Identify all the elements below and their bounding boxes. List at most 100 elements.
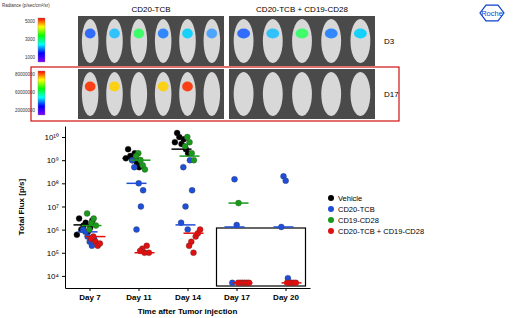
mouse bbox=[179, 19, 196, 63]
tick: 10⁹ bbox=[47, 156, 65, 165]
point bbox=[189, 150, 195, 156]
axis-line bbox=[65, 127, 66, 289]
mouse bbox=[179, 72, 196, 116]
median-line bbox=[176, 224, 196, 226]
mouse bbox=[263, 19, 283, 63]
mouse bbox=[155, 72, 172, 116]
legend-marker bbox=[328, 228, 334, 234]
tick-label: 10⁶ bbox=[47, 226, 59, 235]
tick: 10⁶ bbox=[47, 226, 65, 235]
point bbox=[84, 210, 90, 216]
tick-label: 10¹⁰ bbox=[44, 133, 59, 142]
tick-mark bbox=[62, 160, 65, 161]
legend-item: CD19-CD28 bbox=[328, 216, 379, 225]
legend-label: CD20-TCB + CD19-CD28 bbox=[338, 227, 424, 236]
signal bbox=[182, 29, 193, 39]
median-line bbox=[135, 252, 155, 254]
point bbox=[76, 216, 82, 222]
mouse bbox=[131, 72, 148, 116]
median-line bbox=[172, 148, 192, 150]
median-line bbox=[82, 225, 102, 227]
tick: Day 20 bbox=[273, 288, 299, 302]
mouse bbox=[204, 72, 221, 116]
median-line bbox=[229, 202, 249, 204]
point bbox=[142, 166, 148, 172]
tick: Day 14 bbox=[175, 288, 201, 302]
group-title: CD20-TCB + CD19-CD28 bbox=[256, 5, 348, 14]
median-line bbox=[274, 226, 294, 228]
tick-label: Day 17 bbox=[224, 293, 250, 302]
signal bbox=[296, 29, 309, 39]
x-axis-title: Time after Tumor injection bbox=[138, 307, 238, 316]
photo-background bbox=[229, 16, 375, 66]
point bbox=[189, 187, 195, 193]
mouse bbox=[234, 72, 254, 116]
tick-mark bbox=[62, 276, 65, 277]
point bbox=[133, 153, 139, 159]
legend-marker bbox=[328, 195, 334, 201]
mouse bbox=[106, 72, 123, 116]
point bbox=[91, 216, 97, 222]
median-line bbox=[127, 183, 147, 185]
tick-mark bbox=[62, 206, 65, 207]
logo-text: Roche bbox=[481, 9, 503, 18]
legend-label: CD19-CD28 bbox=[338, 216, 379, 225]
tick: 10⁷ bbox=[47, 203, 65, 212]
tick-mark bbox=[188, 288, 189, 291]
legend-label: Vehicle bbox=[338, 194, 362, 203]
signal bbox=[85, 82, 96, 92]
tick-mark bbox=[62, 230, 65, 231]
point bbox=[183, 203, 189, 209]
tick: 10⁴ bbox=[47, 272, 65, 281]
colorbar-label: 3000 bbox=[25, 37, 36, 42]
point bbox=[138, 203, 144, 209]
x-axis: Day 7 Day 11 Day 14 Day 17 Day 20 bbox=[66, 288, 311, 302]
tick: Day 11 bbox=[126, 288, 152, 302]
point bbox=[140, 187, 146, 193]
mouse bbox=[204, 19, 221, 63]
mouse bbox=[155, 19, 172, 63]
colorbar-label: 5000 bbox=[25, 19, 36, 24]
legend-item: Vehicle bbox=[328, 194, 362, 203]
group-title: CD20-TCB bbox=[131, 5, 170, 14]
tick: Day 7 bbox=[79, 288, 101, 302]
median-line bbox=[180, 155, 200, 157]
series bbox=[78, 157, 294, 286]
legend-marker bbox=[328, 206, 334, 212]
signal bbox=[182, 82, 193, 92]
tick-label: Day 20 bbox=[273, 293, 299, 302]
tick-label: 10⁸ bbox=[47, 179, 59, 188]
point bbox=[74, 232, 80, 238]
row-label: D3 bbox=[384, 37, 395, 46]
mouse bbox=[263, 72, 283, 116]
legend: VehicleCD20-TCBCD19-CD28CD20-TCB + CD19-… bbox=[328, 194, 424, 236]
tick-label: 10⁷ bbox=[47, 203, 59, 212]
point bbox=[125, 146, 131, 152]
point bbox=[197, 227, 203, 233]
photo-background bbox=[78, 69, 224, 119]
tick-label: Day 14 bbox=[175, 293, 201, 302]
signal bbox=[158, 29, 169, 39]
point bbox=[131, 164, 137, 170]
mouse bbox=[106, 19, 123, 63]
tick-mark bbox=[237, 288, 238, 291]
signal bbox=[158, 82, 169, 92]
series bbox=[86, 227, 302, 286]
photo-background bbox=[229, 69, 375, 119]
point bbox=[182, 143, 188, 149]
logo-hexagon bbox=[480, 5, 504, 21]
tick-mark bbox=[62, 183, 65, 184]
signal bbox=[266, 29, 279, 39]
point bbox=[86, 227, 92, 233]
mouse bbox=[292, 19, 312, 63]
y-axis-title: Total Flux [p/s] bbox=[17, 179, 26, 236]
series bbox=[74, 130, 192, 238]
mouse bbox=[82, 72, 99, 116]
tick-mark bbox=[286, 288, 287, 291]
tick: 10⁸ bbox=[47, 179, 65, 188]
point bbox=[184, 134, 190, 140]
median-line bbox=[131, 159, 151, 161]
mouse bbox=[321, 19, 341, 63]
image-panel: Radiance (p/sec/cm²/sr)50003000100080000… bbox=[2, 3, 399, 121]
signal bbox=[109, 82, 120, 92]
